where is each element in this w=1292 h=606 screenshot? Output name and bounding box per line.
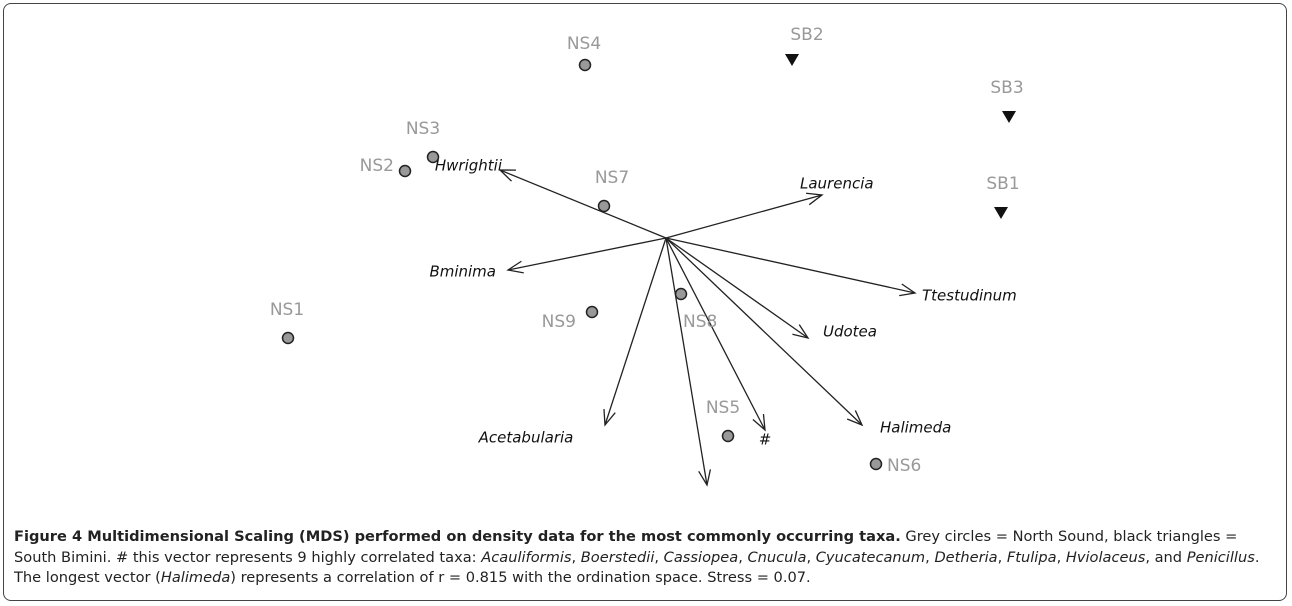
vector-label: Udotea bbox=[823, 323, 877, 341]
circle-point bbox=[426, 150, 440, 164]
vector-label: Halimeda bbox=[880, 419, 951, 437]
circle-point bbox=[674, 287, 688, 301]
point-label: NS9 bbox=[542, 312, 576, 332]
vector-line bbox=[604, 237, 667, 426]
point-label: NS2 bbox=[360, 156, 394, 176]
figure-caption: Figure 4 Multidimensional Scaling (MDS) … bbox=[14, 527, 1282, 589]
caption-text: , bbox=[1056, 548, 1066, 566]
vector-label: Hwrightii bbox=[435, 157, 503, 175]
vector-line bbox=[665, 237, 863, 426]
circle-point bbox=[869, 457, 883, 471]
caption-text: , bbox=[571, 548, 581, 566]
point-label: NS5 bbox=[706, 398, 740, 418]
caption-text: , bbox=[925, 548, 935, 566]
circle-point bbox=[578, 58, 592, 72]
caption-text: Hviolaceus bbox=[1065, 548, 1146, 566]
caption-text: Detheria bbox=[934, 548, 998, 566]
point-label: NS8 bbox=[683, 312, 717, 332]
caption-text: Ftulipa bbox=[1006, 548, 1057, 566]
caption-text: Cyucatecanum bbox=[815, 548, 926, 566]
point-label: SB2 bbox=[790, 25, 823, 45]
caption-text: Acauliformis bbox=[481, 548, 572, 566]
vector-line bbox=[507, 237, 667, 271]
caption-text: Penicillus bbox=[1186, 548, 1255, 566]
arrowhead bbox=[603, 408, 616, 427]
arrowhead bbox=[498, 169, 517, 182]
point-label: NS3 bbox=[406, 119, 440, 139]
caption-text: ) represents a correlation of r = 0.815 … bbox=[230, 569, 811, 586]
vector-label: Acetabularia bbox=[478, 429, 574, 447]
circle-point bbox=[597, 199, 611, 213]
caption-text: , bbox=[806, 548, 816, 566]
caption-text: , bbox=[654, 548, 664, 566]
vector-label: # bbox=[759, 431, 772, 449]
point-label: NS1 bbox=[270, 300, 304, 320]
vector-line bbox=[665, 237, 766, 431]
mds-plot: Hwrightii Laurencia Bminima Ttestudinum Udot… bbox=[270, 25, 1024, 521]
caption-text: Figure 4 Multidimensional Scaling (MDS) … bbox=[14, 528, 901, 545]
caption-text: , bbox=[738, 548, 748, 566]
vector-line bbox=[665, 237, 809, 339]
caption-text: Grey circles = North Sound, black triang… bbox=[14, 528, 1238, 566]
triangle-point bbox=[785, 54, 799, 66]
arrowhead bbox=[792, 324, 810, 340]
vector-line bbox=[665, 237, 916, 294]
arrowhead bbox=[752, 414, 766, 432]
point-label: NS4 bbox=[567, 34, 601, 54]
triangle-point bbox=[994, 207, 1008, 219]
circle-point bbox=[398, 164, 412, 178]
caption-text: , and bbox=[1145, 548, 1187, 566]
vector-line bbox=[665, 194, 823, 239]
arrowhead bbox=[899, 283, 917, 297]
caption-text: . The longest vector ( bbox=[14, 548, 1260, 587]
caption-text: Boerstedii bbox=[580, 548, 655, 566]
point-label: NS7 bbox=[595, 168, 629, 188]
point-label: SB1 bbox=[986, 174, 1019, 194]
caption-text: Cnucula bbox=[747, 548, 807, 566]
caption-text: Cassiopea bbox=[663, 548, 739, 566]
arrowhead bbox=[806, 192, 824, 206]
arrowhead bbox=[506, 260, 524, 274]
arrowhead bbox=[846, 410, 864, 427]
caption-text: , bbox=[997, 548, 1007, 566]
point-label: SB3 bbox=[990, 78, 1023, 98]
vector-label: Laurencia bbox=[800, 175, 874, 193]
vector-line bbox=[665, 237, 708, 486]
vector-label: Ttestudinum bbox=[922, 287, 1017, 305]
vector-line bbox=[499, 169, 667, 239]
circle-point bbox=[721, 429, 735, 443]
caption-text: Halimeda bbox=[160, 569, 231, 586]
circle-point bbox=[585, 305, 599, 319]
figure-frame bbox=[3, 3, 1287, 601]
circle-point bbox=[281, 331, 295, 345]
vector-label: Bminima bbox=[429, 263, 496, 281]
arrowhead bbox=[698, 469, 712, 487]
point-label: NS6 bbox=[887, 456, 921, 476]
vector-label: Ceramium bbox=[669, 519, 747, 521]
triangle-point bbox=[1002, 111, 1016, 123]
